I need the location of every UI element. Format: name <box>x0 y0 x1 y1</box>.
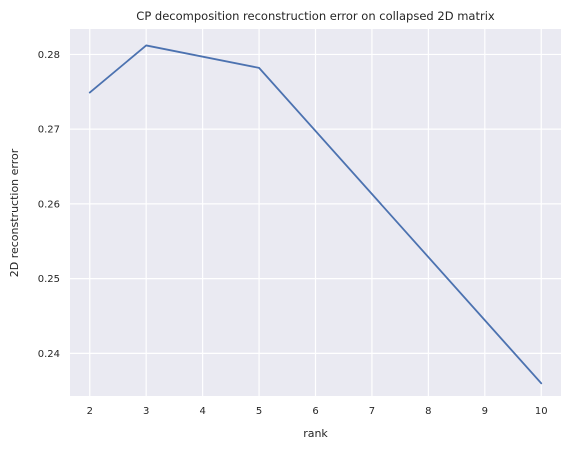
x-tick-label: 6 <box>312 406 318 417</box>
y-axis-label: 2D reconstruction error <box>8 148 21 277</box>
y-tick-label: 0.24 <box>38 349 60 360</box>
series-line <box>88 44 543 385</box>
x-tick-labels: 2 3 4 5 6 7 8 9 10 <box>87 406 548 417</box>
y-gridlines <box>70 53 561 354</box>
x-axis-label: rank <box>303 427 328 440</box>
y-tick-label: 0.25 <box>38 274 60 285</box>
x-gridlines <box>89 29 542 396</box>
x-tick-label: 2 <box>87 406 93 417</box>
x-tick-label: 3 <box>143 406 149 417</box>
chart-title: CP decomposition reconstruction error on… <box>136 9 495 23</box>
x-tick-label: 5 <box>256 406 262 417</box>
series-layer <box>88 44 543 385</box>
y-tick-label: 0.26 <box>38 199 60 210</box>
y-tick-labels: 0.24 0.25 0.26 0.27 0.28 <box>38 50 60 360</box>
x-tick-label: 4 <box>199 406 205 417</box>
x-tick-label: 7 <box>369 406 375 417</box>
y-tick-label: 0.28 <box>38 50 60 61</box>
x-tick-label: 9 <box>482 406 488 417</box>
y-tick-label: 0.27 <box>38 125 60 136</box>
x-tick-label: 8 <box>425 406 431 417</box>
x-tick-label: 10 <box>535 406 548 417</box>
